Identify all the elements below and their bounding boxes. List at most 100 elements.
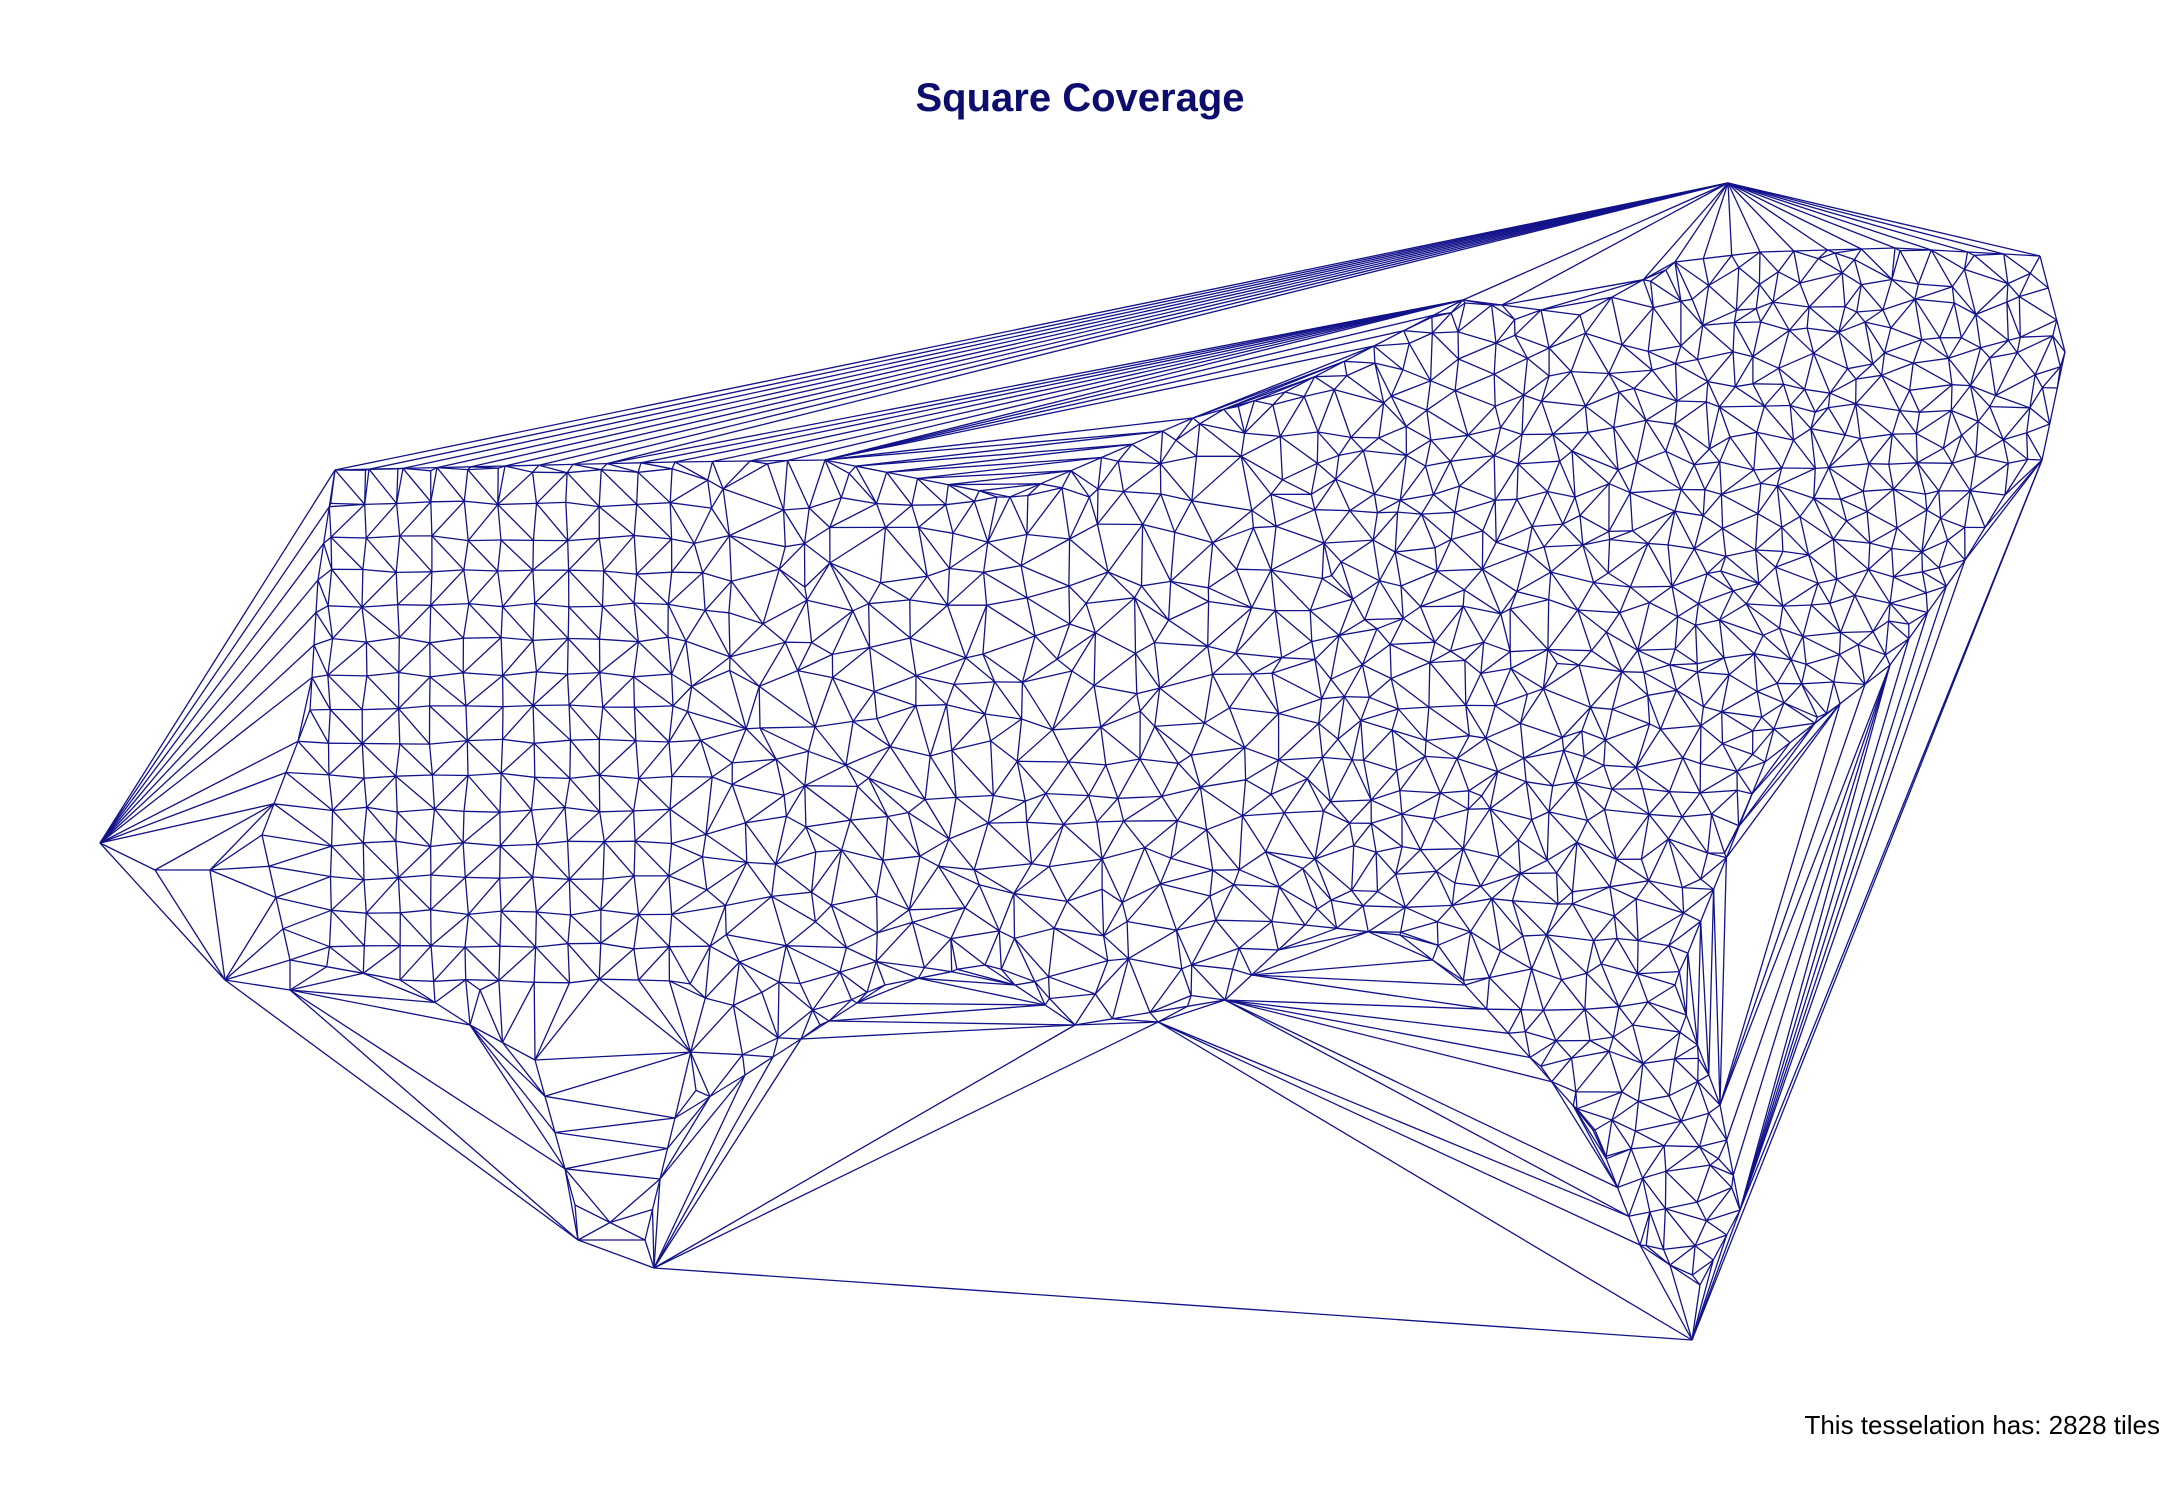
mesh-edge	[1390, 661, 1431, 680]
mesh-edge	[1702, 285, 1710, 326]
mesh-edge	[1391, 380, 1431, 397]
mesh-edge	[644, 1239, 655, 1269]
mesh-edge	[1026, 793, 1047, 823]
mesh-edge	[1841, 272, 1846, 307]
mesh-edge	[430, 467, 438, 502]
mesh-edge	[1612, 1036, 1644, 1064]
mesh-edge	[1939, 302, 1955, 339]
mesh-edge	[636, 503, 673, 540]
mesh-edge	[1340, 561, 1354, 600]
mesh-edge	[1855, 403, 1900, 412]
mesh-edge	[398, 874, 431, 879]
mesh-edge	[1790, 659, 1803, 685]
mesh-edge	[1013, 892, 1068, 903]
mesh-edge	[1134, 585, 1143, 599]
mesh-edge	[1482, 499, 1496, 532]
mesh-edge	[1751, 742, 1791, 795]
mesh-edge	[1331, 561, 1342, 576]
mesh-edge	[951, 971, 1016, 986]
mesh-edge	[328, 605, 363, 608]
mesh-edge	[1208, 600, 1252, 609]
mesh-edge	[1123, 490, 1161, 495]
mesh-edge	[2003, 432, 2027, 441]
mesh-edge	[674, 1051, 692, 1119]
mesh-edge	[1379, 580, 1402, 587]
mesh-edge	[809, 497, 842, 509]
mesh-edge	[1546, 841, 1578, 861]
mesh-edge	[1844, 403, 1857, 436]
mesh-edge	[1454, 373, 1495, 392]
mesh-edge	[430, 500, 465, 503]
mesh-edge	[282, 928, 330, 948]
mesh-edge	[1577, 609, 1620, 614]
mesh-edge	[1708, 889, 1715, 1076]
mesh-edge	[1389, 643, 1431, 664]
mesh-edge	[1705, 381, 1709, 402]
mesh-edge	[1206, 829, 1240, 871]
mesh-edge	[1574, 483, 1610, 498]
mesh-edge	[633, 707, 637, 741]
mesh-edge	[951, 713, 986, 751]
mesh-edge	[1951, 269, 1966, 288]
mesh-edge	[635, 740, 670, 743]
mesh-edge	[1321, 678, 1332, 700]
mesh-edge	[1964, 459, 2043, 561]
mesh-edge	[568, 704, 572, 741]
mesh-edge	[653, 1024, 1076, 1269]
mesh-edge	[433, 979, 466, 982]
mesh-edge	[1464, 641, 1485, 661]
mesh-edge	[2018, 273, 2031, 297]
mesh-edge	[725, 934, 740, 963]
mesh-edge	[701, 834, 707, 857]
mesh-edge	[1668, 838, 1708, 854]
mesh-edge	[973, 501, 989, 543]
mesh-edge	[1153, 619, 1170, 643]
mesh-edge	[2016, 335, 2054, 354]
mesh-edge	[1430, 434, 1468, 441]
mesh-edge	[1489, 968, 1532, 979]
mesh-edge	[1500, 591, 1518, 615]
mesh-edge	[638, 979, 670, 982]
mesh-edge	[538, 464, 568, 474]
mesh-edge	[2006, 301, 2009, 341]
mesh-edge	[1430, 380, 1456, 392]
mesh-edge	[1642, 788, 1650, 815]
mesh-edge	[397, 604, 400, 638]
mesh-edge	[982, 572, 988, 606]
mesh-edge	[965, 653, 984, 659]
mesh-edge	[1699, 770, 1738, 794]
mesh-edge	[330, 875, 365, 881]
mesh-edge	[956, 964, 986, 970]
mesh-edge	[1643, 664, 1670, 673]
mesh-edge	[1170, 820, 1179, 859]
mesh-edge	[1500, 935, 1524, 952]
mesh-edge	[1349, 493, 1375, 512]
mesh-edge	[1063, 821, 1097, 826]
mesh-edge	[1426, 409, 1469, 436]
mesh-edge	[430, 913, 469, 947]
mesh-edge	[1074, 1021, 1159, 1026]
mesh-edge	[1969, 385, 1979, 422]
mesh-edge	[1323, 539, 1374, 544]
mesh-edge	[1719, 703, 1841, 1106]
mesh-edge	[2026, 432, 2043, 461]
mesh-edge	[668, 739, 701, 743]
mesh-edge	[1727, 182, 1932, 251]
mesh-edge	[365, 503, 398, 539]
mesh-edge	[328, 506, 332, 538]
mesh-edge	[1123, 820, 1146, 849]
mesh-edge	[1523, 358, 1529, 396]
mesh-edge	[99, 469, 336, 844]
mesh-edge	[644, 1209, 654, 1241]
mesh-edge	[1973, 254, 2009, 285]
mesh-edge	[1775, 551, 1784, 568]
mesh-edge	[746, 862, 773, 897]
mesh-edge	[1732, 322, 1736, 352]
mesh-edge	[1718, 590, 1734, 621]
mesh-edge	[1752, 321, 1762, 357]
mesh-edge	[1271, 886, 1280, 922]
mesh-edge	[1808, 306, 1840, 333]
mesh-edge	[1408, 332, 1433, 344]
mesh-edge	[1350, 402, 1385, 438]
mesh-edge	[209, 834, 263, 871]
